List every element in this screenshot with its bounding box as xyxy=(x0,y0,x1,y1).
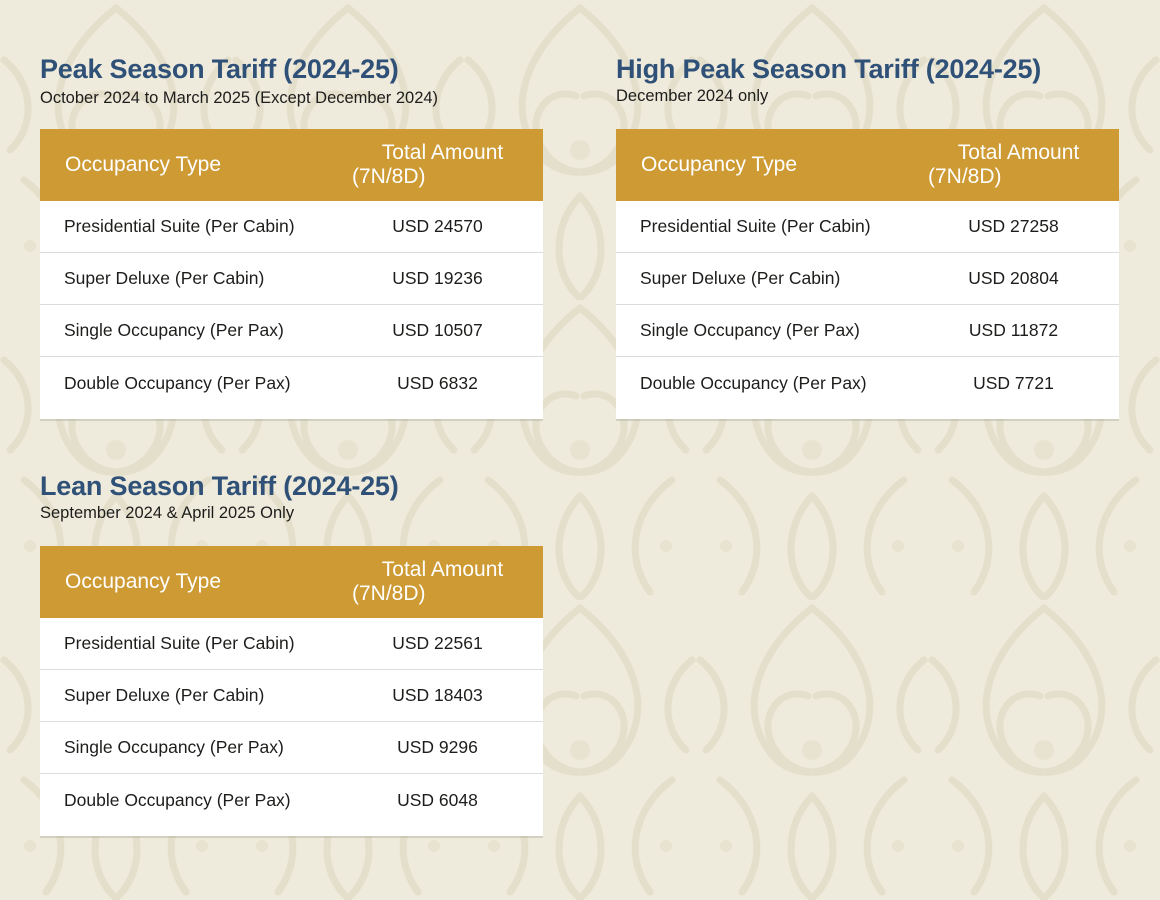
cell-occupancy-type: Double Occupancy (Per Pax) xyxy=(40,356,342,419)
table-head: Occupancy Type Total Amount (7N/8D) xyxy=(40,545,543,618)
cell-occupancy-type: Single Occupancy (Per Pax) xyxy=(40,721,342,774)
table-body: Presidential Suite (Per Cabin) USD 27258… xyxy=(616,201,1119,419)
total-amount-line2: (7N/8D) xyxy=(352,164,426,188)
card-subtitle: December 2024 only xyxy=(616,87,769,106)
card-title: Peak Season Tariff (2024-25) xyxy=(40,54,399,84)
cell-total-amount: USD 9296 xyxy=(342,721,543,774)
cell-total-amount: USD 18403 xyxy=(342,669,543,722)
table-row: Double Occupancy (Per Pax) USD 6048 xyxy=(40,773,543,836)
card-subtitle: September 2024 & April 2025 Only xyxy=(40,504,295,523)
cell-occupancy-type: Double Occupancy (Per Pax) xyxy=(616,356,918,419)
card-title: High Peak Season Tariff (2024-25) xyxy=(616,54,1042,84)
cell-total-amount: USD 10507 xyxy=(342,304,543,357)
total-amount-line1: Total Amount xyxy=(381,558,504,582)
total-amount-line1: Total Amount xyxy=(381,141,504,165)
table-row: Double Occupancy (Per Pax) USD 6832 xyxy=(40,356,543,419)
column-header-occupancy-type: Occupancy Type xyxy=(616,128,918,201)
table-row: Single Occupancy (Per Pax) USD 9296 xyxy=(40,721,543,774)
table-body: Presidential Suite (Per Cabin) USD 24570… xyxy=(40,201,543,419)
cell-total-amount: USD 24570 xyxy=(392,216,483,237)
table-row: Double Occupancy (Per Pax) USD 7721 xyxy=(616,356,1119,419)
card-title: Lean Season Tariff (2024-25) xyxy=(40,471,399,501)
cell-occupancy-type: Single Occupancy (Per Pax) xyxy=(616,304,918,357)
cell-occupancy-type: Presidential Suite (Per Cabin) xyxy=(64,216,295,237)
tariff-table-lean: Occupancy Type Total Amount (7N/8D) Pres… xyxy=(40,545,543,836)
table-body: Presidential Suite (Per Cabin) USD 22561… xyxy=(40,618,543,836)
tariff-table-peak: Occupancy Type Total Amount (7N/8D) Pres… xyxy=(40,128,543,419)
card-subtitle: October 2024 to March 2025 (Except Decem… xyxy=(40,89,439,108)
cell-total-amount: USD 27258 xyxy=(968,216,1059,237)
total-amount-line2: (7N/8D) xyxy=(928,164,1002,188)
cell-total-amount: USD 7721 xyxy=(918,356,1119,419)
table-head: Occupancy Type Total Amount (7N/8D) xyxy=(616,128,1119,201)
tariff-table-high-peak: Occupancy Type Total Amount (7N/8D) Pres… xyxy=(616,128,1119,419)
column-header-total-amount: Total Amount (7N/8D) xyxy=(342,128,543,201)
cell-total-amount: USD 19236 xyxy=(342,252,543,305)
column-header-occupancy-type: Occupancy Type xyxy=(40,545,342,618)
cell-total-amount: USD 22561 xyxy=(392,633,483,654)
total-amount-line1: Total Amount xyxy=(957,141,1080,165)
tariff-card-peak: Peak Season Tariff (2024-25) October 202… xyxy=(40,54,543,419)
table-row: Single Occupancy (Per Pax) USD 11872 xyxy=(616,304,1119,357)
table-row: Presidential Suite (Per Cabin) USD 27258 xyxy=(616,201,1119,253)
cell-total-amount: USD 11872 xyxy=(918,304,1119,357)
table-head: Occupancy Type Total Amount (7N/8D) xyxy=(40,128,543,201)
table-row: Super Deluxe (Per Cabin) USD 20804 xyxy=(616,252,1119,305)
cell-total-amount: USD 6048 xyxy=(342,773,543,836)
total-amount-line2: (7N/8D) xyxy=(352,581,426,605)
cell-occupancy-type: Presidential Suite (Per Cabin) xyxy=(640,216,871,237)
table-row: Presidential Suite (Per Cabin) USD 22561 xyxy=(40,618,543,670)
table-header-row: Occupancy Type Total Amount (7N/8D) xyxy=(40,545,543,618)
table-row: Super Deluxe (Per Cabin) USD 18403 xyxy=(40,669,543,722)
tariff-card-lean: Lean Season Tariff (2024-25) September 2… xyxy=(40,471,543,836)
table-header-row: Occupancy Type Total Amount (7N/8D) xyxy=(616,128,1119,201)
cell-occupancy-type: Super Deluxe (Per Cabin) xyxy=(616,252,918,305)
table-row: Single Occupancy (Per Pax) USD 10507 xyxy=(40,304,543,357)
cell-occupancy-type: Single Occupancy (Per Pax) xyxy=(40,304,342,357)
tariff-card-high-peak: High Peak Season Tariff (2024-25) Decemb… xyxy=(616,54,1119,419)
table-header-row: Occupancy Type Total Amount (7N/8D) xyxy=(40,128,543,201)
column-header-total-amount: Total Amount (7N/8D) xyxy=(918,128,1119,201)
table-row: Presidential Suite (Per Cabin) USD 24570 xyxy=(40,201,543,253)
table-row: Super Deluxe (Per Cabin) USD 19236 xyxy=(40,252,543,305)
column-header-total-amount: Total Amount (7N/8D) xyxy=(342,545,543,618)
cell-occupancy-type: Presidential Suite (Per Cabin) xyxy=(64,633,295,654)
cell-occupancy-type: Super Deluxe (Per Cabin) xyxy=(40,252,342,305)
cell-occupancy-type: Super Deluxe (Per Cabin) xyxy=(40,669,342,722)
cell-total-amount: USD 20804 xyxy=(918,252,1119,305)
cell-occupancy-type: Double Occupancy (Per Pax) xyxy=(40,773,342,836)
cell-total-amount: USD 6832 xyxy=(342,356,543,419)
column-header-occupancy-type: Occupancy Type xyxy=(40,128,342,201)
